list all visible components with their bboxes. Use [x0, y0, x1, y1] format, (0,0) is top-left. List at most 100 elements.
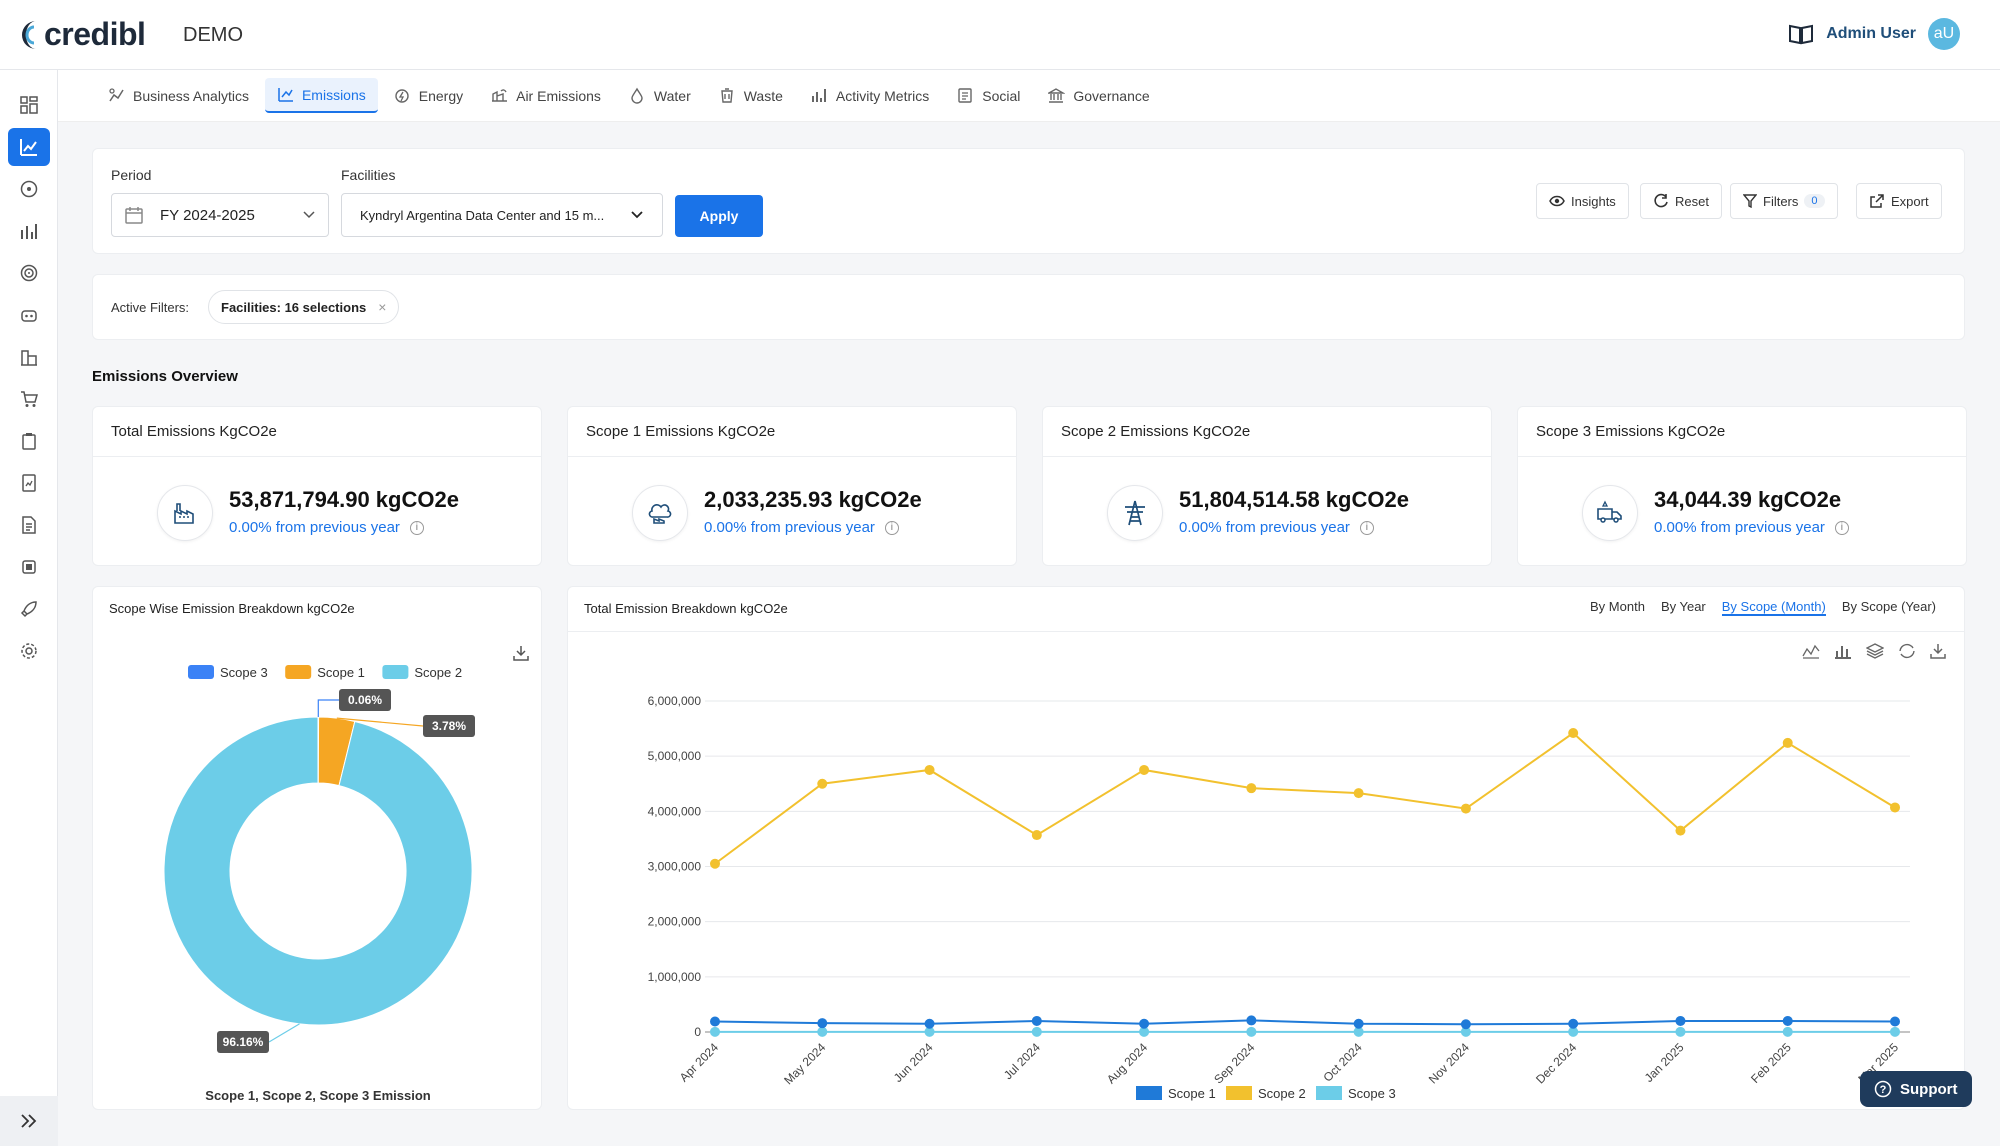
avatar[interactable]: aU: [1928, 18, 1960, 50]
sidebar-item-settings[interactable]: [8, 632, 50, 670]
tab-emissions[interactable]: Emissions: [264, 78, 378, 113]
tab-activity-metrics[interactable]: Activity Metrics: [799, 79, 941, 112]
data-point[interactable]: [1246, 1026, 1257, 1037]
data-point[interactable]: [1782, 737, 1793, 748]
bar-type-icon[interactable]: [1834, 643, 1852, 659]
period-select[interactable]: FY 2024-2025: [111, 193, 329, 237]
legend-swatch[interactable]: [1226, 1086, 1252, 1100]
data-point[interactable]: [710, 1016, 720, 1027]
legend-swatch[interactable]: [1136, 1086, 1162, 1100]
sidebar-item-reports[interactable]: [8, 212, 50, 250]
download-icon[interactable]: [513, 645, 529, 661]
data-point[interactable]: [1782, 1026, 1793, 1037]
info-icon[interactable]: i: [409, 520, 424, 535]
logo[interactable]: credibl: [16, 16, 146, 53]
book-icon[interactable]: [1788, 23, 1814, 45]
data-point[interactable]: [1460, 1026, 1471, 1037]
data-point[interactable]: [1675, 1026, 1686, 1037]
tab-business-analytics[interactable]: Business Analytics: [96, 79, 261, 112]
info-icon[interactable]: i: [1359, 520, 1374, 535]
data-point[interactable]: [1031, 830, 1042, 841]
range-option[interactable]: By Year: [1660, 599, 1706, 614]
sidebar-item-supply[interactable]: [8, 380, 50, 418]
data-point[interactable]: [817, 778, 828, 789]
sidebar-item-bot[interactable]: [8, 296, 50, 334]
data-point[interactable]: [1675, 825, 1686, 836]
tab-water[interactable]: Water: [617, 79, 703, 112]
sidebar-item-insights[interactable]: [8, 464, 50, 502]
data-point[interactable]: [1782, 1015, 1793, 1026]
data-point[interactable]: [1675, 1015, 1686, 1026]
data-point[interactable]: [1568, 1026, 1579, 1037]
data-point[interactable]: [1353, 1026, 1364, 1037]
data-point[interactable]: [1890, 1016, 1900, 1027]
tab-social[interactable]: Social: [945, 79, 1032, 112]
data-point[interactable]: [924, 1018, 935, 1029]
tab-air-emissions[interactable]: Air Emissions: [479, 79, 613, 112]
legend-swatch[interactable]: [188, 665, 214, 679]
user-name[interactable]: Admin User: [1826, 25, 1916, 42]
legend-label[interactable]: Scope 1: [317, 665, 365, 680]
data-point[interactable]: [1568, 727, 1579, 738]
user-menu[interactable]: Admin User aU: [1788, 18, 1960, 50]
range-option[interactable]: By Scope (Month): [1721, 599, 1826, 616]
data-point[interactable]: [710, 1026, 720, 1037]
legend-label[interactable]: Scope 2: [414, 665, 462, 680]
data-point[interactable]: [817, 1018, 828, 1029]
reset-button[interactable]: Reset: [1640, 183, 1722, 219]
support-button[interactable]: ? Support: [1860, 1071, 1972, 1107]
sidebar-item-tasks[interactable]: [8, 422, 50, 460]
sidebar-item-steering[interactable]: [8, 170, 50, 208]
insights-button[interactable]: Insights: [1536, 183, 1629, 219]
sidebar-item-ai[interactable]: [8, 548, 50, 586]
data-point[interactable]: [1353, 1018, 1364, 1029]
data-point[interactable]: [1139, 764, 1150, 775]
data-point[interactable]: [924, 1026, 935, 1037]
legend-swatch[interactable]: [285, 665, 312, 679]
apply-button[interactable]: Apply: [675, 195, 763, 237]
info-icon[interactable]: i: [884, 520, 899, 535]
filters-button[interactable]: Filters 0: [1730, 183, 1838, 219]
legend-label[interactable]: Scope 2: [1258, 1086, 1306, 1101]
data-point[interactable]: [1031, 1015, 1042, 1026]
legend-swatch[interactable]: [1316, 1086, 1342, 1100]
data-point[interactable]: [710, 858, 720, 869]
tab-energy[interactable]: Energy: [382, 79, 475, 112]
data-point[interactable]: [1890, 1026, 1900, 1037]
tab-governance[interactable]: Governance: [1036, 79, 1161, 112]
data-point[interactable]: [1353, 788, 1364, 799]
download-icon[interactable]: [1930, 643, 1946, 659]
stack-icon[interactable]: [1866, 643, 1884, 659]
sidebar-item-targets[interactable]: [8, 254, 50, 292]
data-point[interactable]: [1246, 783, 1257, 794]
data-point[interactable]: [924, 764, 935, 775]
sidebar-item-documents[interactable]: [8, 506, 50, 544]
legend-swatch[interactable]: [382, 665, 409, 679]
active-filter-chip[interactable]: Facilities: 16 selections ×: [208, 290, 400, 324]
data-point[interactable]: [1139, 1018, 1150, 1029]
data-point[interactable]: [1031, 1026, 1042, 1037]
sidebar-expand-button[interactable]: [0, 1096, 58, 1146]
data-point[interactable]: [1568, 1018, 1579, 1029]
legend-label[interactable]: Scope 3: [1348, 1086, 1396, 1101]
info-icon[interactable]: i: [1834, 520, 1849, 535]
sidebar-item-analytics[interactable]: [8, 128, 50, 166]
sidebar-item-buildings[interactable]: [8, 338, 50, 376]
data-point[interactable]: [1246, 1015, 1257, 1026]
donut-slice[interactable]: [163, 716, 473, 1026]
facilities-select[interactable]: Kyndryl Argentina Data Center and 15 m..…: [341, 193, 663, 237]
restore-icon[interactable]: [1898, 643, 1916, 659]
legend-label[interactable]: Scope 1: [1168, 1086, 1216, 1101]
data-point[interactable]: [1139, 1026, 1150, 1037]
data-point[interactable]: [1460, 1019, 1471, 1030]
legend-label[interactable]: Scope 3: [220, 665, 268, 680]
data-point[interactable]: [1890, 802, 1900, 813]
close-icon[interactable]: ×: [378, 299, 387, 315]
export-button[interactable]: Export: [1856, 183, 1942, 219]
data-point[interactable]: [1460, 803, 1471, 814]
tab-waste[interactable]: Waste: [707, 79, 795, 112]
range-option[interactable]: By Month: [1590, 599, 1645, 614]
data-point[interactable]: [817, 1026, 828, 1037]
line-type-icon[interactable]: [1802, 643, 1820, 659]
range-option[interactable]: By Scope (Year): [1841, 599, 1936, 614]
